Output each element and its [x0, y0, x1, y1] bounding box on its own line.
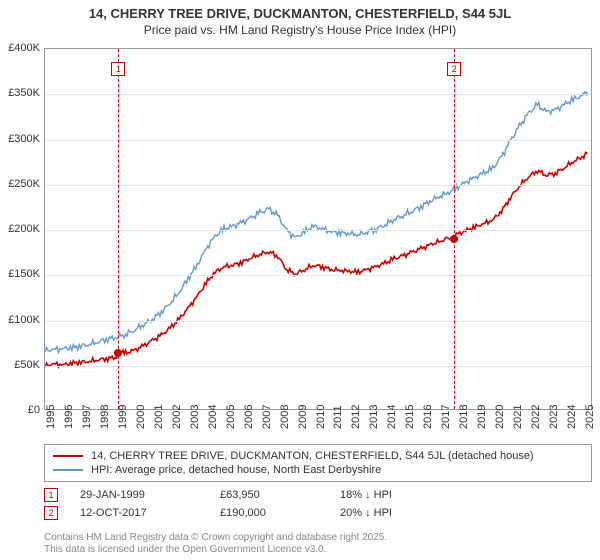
legend-row: HPI: Average price, detached house, Nort… [53, 463, 583, 477]
title-address: 14, CHERRY TREE DRIVE, DUCKMANTON, CHEST… [0, 6, 600, 21]
x-tick-label: 2009 [297, 405, 309, 429]
gridline-h [45, 321, 591, 322]
source-line1: Contains HM Land Registry data © Crown c… [44, 532, 387, 544]
x-tick-label: 2013 [368, 405, 380, 429]
event-date: 29-JAN-1999 [80, 489, 220, 501]
y-tick-label: £250K [0, 178, 40, 190]
y-tick-label: £0 [0, 404, 40, 416]
event-pct: 18% ↓ HPI [340, 489, 592, 501]
legend-box: 14, CHERRY TREE DRIVE, DUCKMANTON, CHEST… [44, 444, 592, 482]
x-tick-label: 2024 [566, 405, 578, 429]
x-tick-label: 1997 [81, 405, 93, 429]
x-tick-label: 2017 [440, 405, 452, 429]
x-tick-label: 2012 [350, 405, 362, 429]
event-id-box: 1 [44, 488, 58, 502]
x-tick-label: 2023 [548, 405, 560, 429]
x-tick-label: 2022 [530, 405, 542, 429]
title-subtitle: Price paid vs. HM Land Registry's House … [0, 23, 600, 37]
x-tick-label: 2005 [225, 405, 237, 429]
x-tick-label: 1995 [45, 405, 57, 429]
y-tick-label: £350K [0, 87, 40, 99]
x-tick-label: 2000 [135, 405, 147, 429]
event-price: £63,950 [220, 489, 340, 501]
event-price: £190,000 [220, 507, 340, 519]
y-tick-label: £400K [0, 42, 40, 54]
x-tick-label: 2008 [279, 405, 291, 429]
event-marker-box: 1 [111, 62, 125, 76]
series-line-hpi [45, 92, 587, 353]
x-tick-label: 2014 [386, 405, 398, 429]
x-tick-label: 2015 [404, 405, 416, 429]
x-tick-label: 1998 [99, 405, 111, 429]
event-row: 2 12-OCT-2017£190,00020% ↓ HPI [44, 504, 592, 522]
x-tick-label: 2001 [153, 405, 165, 429]
event-row: 1 29-JAN-1999£63,95018% ↓ HPI [44, 486, 592, 504]
y-tick-label: £150K [0, 268, 40, 280]
x-tick-label: 2018 [458, 405, 470, 429]
gridline-h [45, 94, 591, 95]
x-tick-label: 2006 [243, 405, 255, 429]
gridline-h [45, 275, 591, 276]
legend-swatch [53, 455, 83, 457]
source-line2: This data is licensed under the Open Gov… [44, 544, 387, 556]
event-marker-box: 2 [447, 62, 461, 76]
legend-row: 14, CHERRY TREE DRIVE, DUCKMANTON, CHEST… [53, 449, 583, 463]
x-tick-label: 2007 [261, 405, 273, 429]
event-vertical-line [454, 49, 455, 409]
titles: 14, CHERRY TREE DRIVE, DUCKMANTON, CHEST… [0, 0, 600, 37]
chart-plot-area: 1995199619971998199920002001200220032004… [44, 48, 592, 410]
x-tick-label: 2016 [422, 405, 434, 429]
source-attribution: Contains HM Land Registry data © Crown c… [44, 532, 387, 556]
x-tick-label: 1996 [63, 405, 75, 429]
x-tick-label: 2010 [315, 405, 327, 429]
x-tick-label: 2004 [207, 405, 219, 429]
y-tick-label: £300K [0, 133, 40, 145]
x-tick-label: 2002 [171, 405, 183, 429]
chart-container: 14, CHERRY TREE DRIVE, DUCKMANTON, CHEST… [0, 0, 600, 560]
y-tick-label: £200K [0, 223, 40, 235]
legend-swatch [53, 469, 83, 470]
event-pct: 20% ↓ HPI [340, 507, 592, 519]
gridline-h [45, 366, 591, 367]
event-date: 12-OCT-2017 [80, 507, 220, 519]
gridline-h [45, 140, 591, 141]
chart-lines-svg [45, 49, 591, 409]
x-tick-label: 2025 [584, 405, 596, 429]
legend-label: 14, CHERRY TREE DRIVE, DUCKMANTON, CHEST… [91, 450, 534, 462]
event-id-box: 2 [44, 506, 58, 520]
gridline-h [45, 230, 591, 231]
x-tick-label: 2021 [512, 405, 524, 429]
legend-label: HPI: Average price, detached house, Nort… [91, 464, 381, 476]
events-table: 1 29-JAN-1999£63,95018% ↓ HPI 2 12-OCT-2017… [44, 486, 592, 522]
x-tick-label: 2020 [494, 405, 506, 429]
y-tick-label: £50K [0, 359, 40, 371]
x-tick-label: 2003 [189, 405, 201, 429]
y-tick-label: £100K [0, 314, 40, 326]
gridline-h [45, 185, 591, 186]
x-tick-label: 2019 [476, 405, 488, 429]
x-tick-label: 2011 [332, 405, 344, 429]
